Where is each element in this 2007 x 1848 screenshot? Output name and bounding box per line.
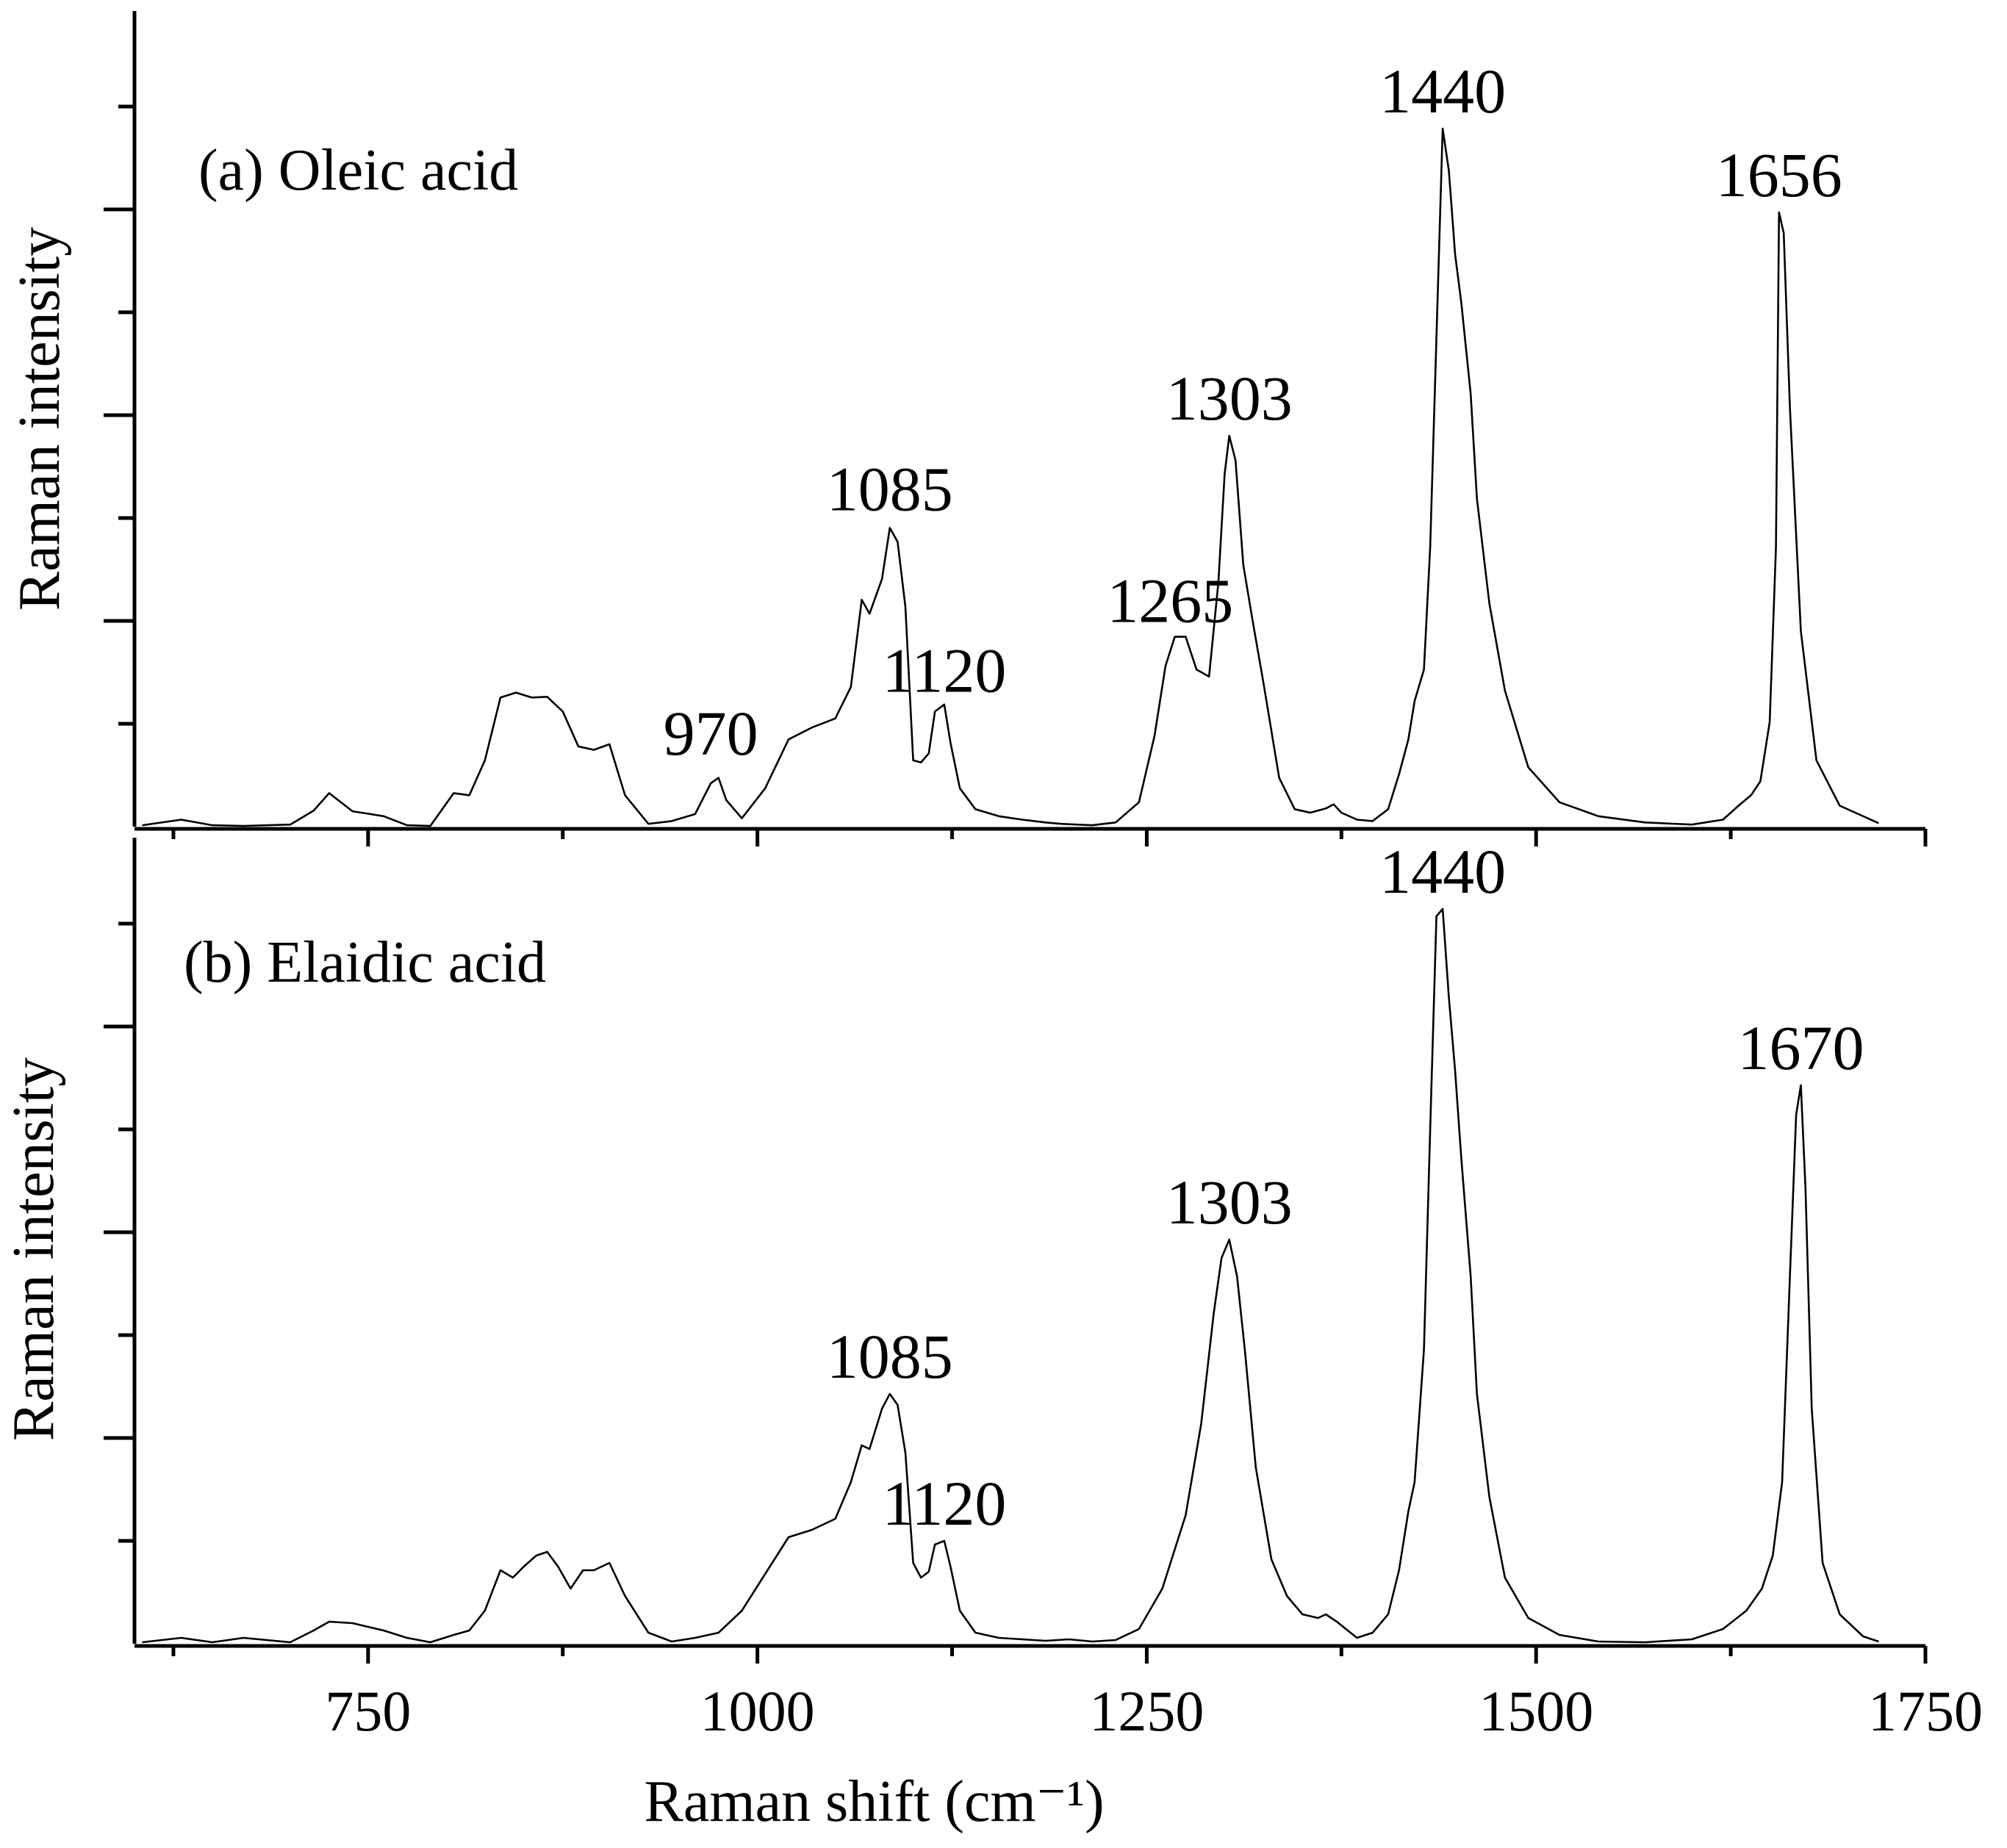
panel-title: (a) Oleic acid [198, 138, 518, 203]
peak-label: 970 [664, 698, 758, 769]
peak-label: 1085 [827, 454, 953, 525]
peak-label: 1120 [883, 636, 1007, 706]
peak-label: 1440 [1379, 56, 1506, 126]
x-tick-label: 1750 [1868, 1679, 1983, 1743]
y-axis-title: Raman intensity [1, 1057, 66, 1441]
peak-label: 1656 [1716, 140, 1842, 210]
peak-label: 1303 [1166, 363, 1293, 434]
x-tick-label: 1500 [1479, 1679, 1593, 1743]
peak-label: 1303 [1166, 1167, 1293, 1237]
panel-elaidic-acid: Raman intensity (b) Elaidic acid 1085 1120 1… [1, 836, 1928, 1664]
x-axis: 750 1000 1250 1500 1750 Raman shift (cm⁻¹) [325, 1679, 1983, 1834]
panel-title: (b) Elaidic acid [184, 930, 546, 995]
peak-label: 1670 [1737, 1013, 1864, 1083]
peak-label: 1085 [827, 1321, 953, 1392]
peak-label: 1440 [1379, 836, 1506, 907]
spectrum-line-a [142, 127, 1879, 827]
spectrum-line-b [142, 907, 1879, 1644]
peak-label: 1120 [883, 1468, 1007, 1539]
x-tick-label: 750 [325, 1679, 411, 1743]
x-tick-label: 1250 [1089, 1679, 1204, 1743]
x-tick-label: 1000 [700, 1679, 815, 1743]
y-axis-title: Raman intensity [7, 227, 72, 611]
peak-label: 1265 [1107, 566, 1233, 636]
x-axis-title: Raman shift (cm⁻¹) [645, 1769, 1105, 1834]
panel-oleic-acid: Raman intensity (a) Oleic acid 970 1085 1120… [7, 11, 1928, 846]
